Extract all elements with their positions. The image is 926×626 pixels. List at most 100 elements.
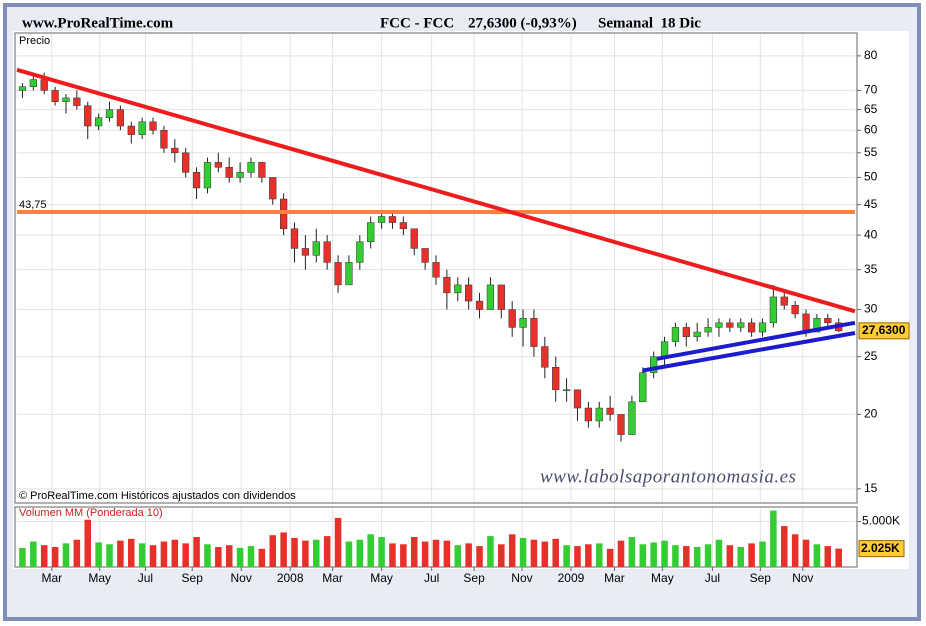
last-price-label: 27,6300 <box>862 323 906 337</box>
candle-body <box>127 125 135 135</box>
volume-bar <box>30 541 37 567</box>
candle-body <box>301 248 310 256</box>
candle-body <box>377 216 386 223</box>
candle-body <box>138 121 146 135</box>
candle-body <box>94 117 103 127</box>
volume-bar <box>400 544 407 567</box>
candle-body <box>192 172 201 189</box>
candle-body <box>562 389 571 392</box>
volume-bar <box>628 537 636 567</box>
x-tick-label: Jul <box>424 571 439 585</box>
candle-body <box>214 162 222 168</box>
trend-line <box>16 67 856 314</box>
candle-body <box>573 389 582 409</box>
volume-bar <box>84 519 92 567</box>
note: © ProRealTime.com Históricos ajustados c… <box>19 490 296 502</box>
candle-body <box>388 216 397 223</box>
volume-bar <box>508 534 516 567</box>
y-tick-label: 15 <box>864 481 878 495</box>
candle-body <box>73 97 81 106</box>
volume-bar <box>672 545 679 567</box>
candle-body <box>552 367 560 391</box>
site: www.ProRealTime.com <box>22 15 174 31</box>
candle-body <box>824 318 832 324</box>
candle-body <box>660 341 669 357</box>
y-tick-label: 60 <box>864 122 878 136</box>
volume-bar <box>19 547 26 567</box>
volume-bar <box>280 532 287 567</box>
candle-body <box>508 309 516 328</box>
candle-body <box>813 318 821 333</box>
volume-bar <box>171 539 179 567</box>
x-tick-label: Sep <box>750 571 772 585</box>
y-tick-label: 30 <box>864 302 878 316</box>
volume-bar <box>454 545 462 567</box>
y-tick-label: 55 <box>864 145 878 159</box>
candle-body <box>671 327 680 342</box>
candle-body <box>410 228 418 249</box>
candle-body <box>443 276 451 294</box>
volume-bar <box>138 543 146 567</box>
price: 27,6300 (-0,93%) <box>468 15 577 31</box>
x-tick-label: Nov <box>792 571 813 585</box>
y-tick-label: 20 <box>864 407 878 421</box>
candle-body <box>432 262 440 278</box>
volume-bar <box>421 541 429 567</box>
candle-body <box>62 97 70 102</box>
last-volume-label: 2.025K <box>861 541 900 555</box>
volume-bar <box>160 541 168 567</box>
y-tick-label: 5.000K <box>862 514 900 528</box>
x-tick-label: Nov <box>511 571 532 585</box>
volume-bar <box>748 543 755 567</box>
volume-bar <box>465 543 472 567</box>
candle-body <box>693 331 701 338</box>
candle-body <box>258 162 266 178</box>
candle-body <box>704 327 712 333</box>
volume-bar <box>791 534 799 567</box>
volume-bar <box>51 547 59 567</box>
candle-body <box>628 401 636 435</box>
candle-body <box>486 284 495 310</box>
candle-body <box>323 241 331 263</box>
volume-bar <box>704 544 712 567</box>
x-tick-label: May <box>651 571 674 585</box>
volume-bar <box>215 547 222 567</box>
volume-bar <box>498 544 505 567</box>
volume-bar <box>345 541 353 567</box>
volume-bar <box>258 548 266 567</box>
y-tick-label: 70 <box>864 83 878 97</box>
volume-bar <box>247 546 255 567</box>
volume-bar <box>530 539 538 567</box>
candle-body <box>584 407 592 422</box>
x-tick-label: Jul <box>138 571 153 585</box>
volume-bar <box>313 539 320 567</box>
volume-bar <box>737 547 744 567</box>
volume-bar <box>780 526 788 567</box>
volume-bar <box>661 540 668 567</box>
volume-bar <box>182 543 189 567</box>
candle-body <box>519 318 527 328</box>
candle-body <box>530 318 538 347</box>
watermark: www.labolsaporantonomasia.es <box>540 466 796 487</box>
y-tick-label: 65 <box>864 102 878 116</box>
volume-bar <box>302 540 309 567</box>
volume-bar <box>552 538 559 567</box>
candle-body <box>116 109 125 127</box>
candle-body <box>334 262 342 286</box>
volume-bar <box>683 546 690 567</box>
panel-title: Volumen MM (Ponderada 10) <box>19 507 163 519</box>
volume-bar <box>574 546 581 567</box>
volume-bar <box>323 536 331 567</box>
trend-line <box>656 320 856 361</box>
volume-bar <box>291 537 298 567</box>
volume-bar <box>236 547 244 567</box>
x-tick-label: Jul <box>705 571 720 585</box>
level-label: 43,75 <box>19 199 47 211</box>
candle-body <box>105 109 114 118</box>
candle-body <box>18 86 27 91</box>
volume-bar <box>639 544 647 567</box>
candle-body <box>421 248 429 263</box>
last-volume-box <box>858 540 905 558</box>
volume-bar <box>95 542 102 567</box>
